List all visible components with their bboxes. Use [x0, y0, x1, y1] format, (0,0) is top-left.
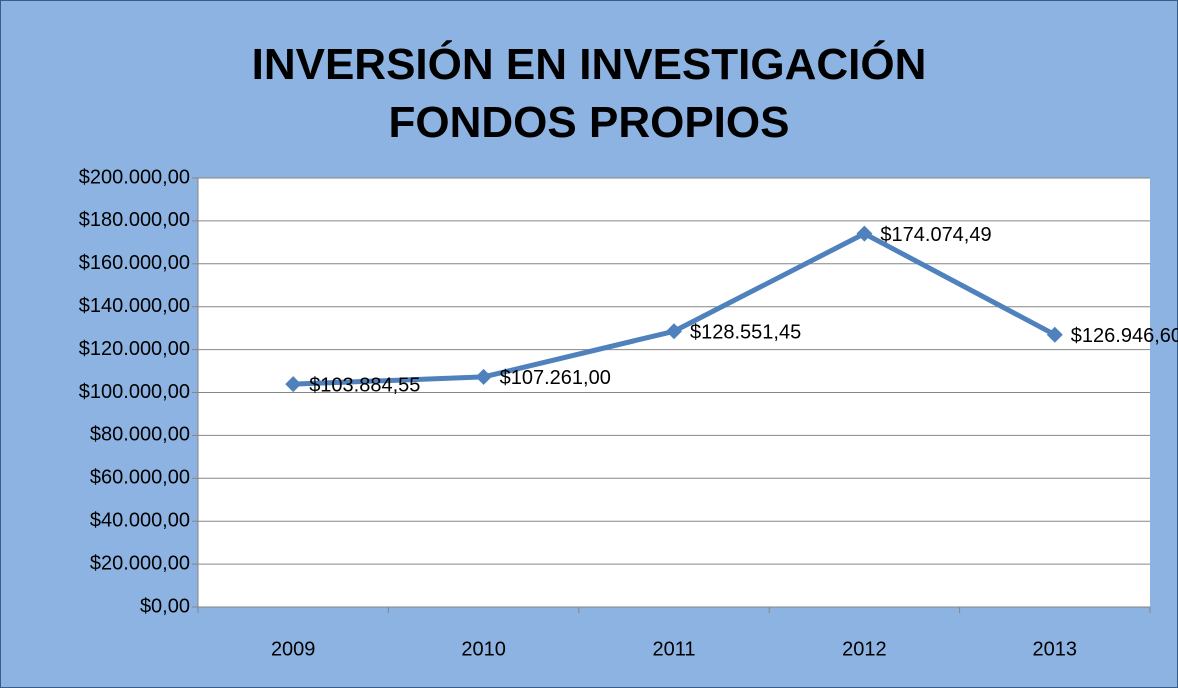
y-tick-label: $140.000,00 — [79, 295, 190, 317]
y-tick-label: $120.000,00 — [79, 338, 190, 360]
x-tick-label: 2009 — [271, 638, 316, 660]
data-point — [666, 323, 682, 340]
y-tick-label: $180.000,00 — [79, 209, 190, 231]
data-label: $174.074,49 — [880, 224, 991, 246]
y-tick-label: $20.000,00 — [90, 552, 190, 574]
data-point — [285, 376, 302, 393]
chart-title: INVERSIÓN EN INVESTIGACIÓN FONDOS PROPIO… — [251, 40, 927, 147]
x-tick-label: 2010 — [461, 638, 506, 660]
x-tick-label: 2013 — [1033, 638, 1078, 660]
y-tick-label: $0,00 — [140, 595, 190, 617]
data-label: $128.551,45 — [690, 322, 801, 344]
data-point — [856, 225, 873, 242]
y-tick-label: $40.000,00 — [90, 509, 190, 531]
data-point — [1046, 326, 1063, 343]
y-tick-label: $60.000,00 — [90, 467, 190, 489]
data-label: $107.261,00 — [500, 367, 611, 389]
x-tick-label: 2012 — [842, 638, 887, 660]
y-tick-label: $200.000,00 — [79, 166, 190, 188]
data-label: $103.884,55 — [309, 374, 420, 396]
data-label: $126.946,60 — [1071, 325, 1178, 347]
data-point — [475, 368, 492, 385]
y-tick-label: $100.000,00 — [79, 381, 190, 403]
y-tick-label: $80.000,00 — [90, 424, 190, 446]
y-tick-label: $160.000,00 — [79, 252, 190, 274]
x-tick-label: 2011 — [652, 638, 695, 660]
